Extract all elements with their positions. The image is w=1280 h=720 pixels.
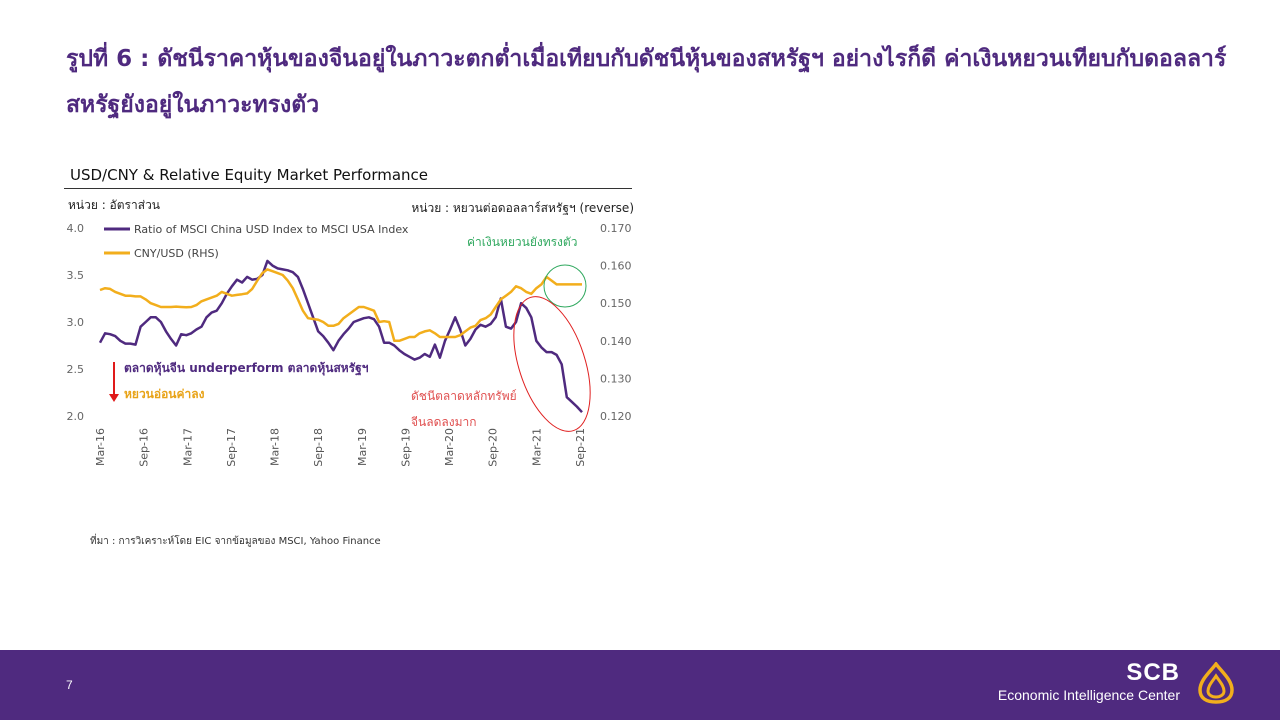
x-tick-label: Mar-20 bbox=[443, 428, 456, 466]
left-tick-label: 3.0 bbox=[67, 316, 85, 329]
scb-logo-icon bbox=[1198, 662, 1234, 704]
down-arrow-icon bbox=[109, 394, 119, 402]
slide-title: รูปที่ 6 : ดัชนีราคาหุ้นของจีนอยู่ในภาวะ… bbox=[66, 46, 1227, 118]
decline-ellipse bbox=[513, 296, 591, 432]
right-tick-label: 0.120 bbox=[600, 410, 632, 423]
x-tick-label: Sep-18 bbox=[312, 428, 325, 467]
left-tick-label: 2.5 bbox=[67, 363, 85, 376]
right-tick-label: 0.170 bbox=[600, 222, 632, 235]
chart-title: USD/CNY & Relative Equity Market Perform… bbox=[70, 166, 429, 184]
footer-bar: 7 SCB Economic Intelligence Center bbox=[0, 650, 1280, 720]
annotation-yuan-stable: ค่าเงินหยวนยังทรงตัว bbox=[467, 235, 577, 249]
x-tick-label: Sep-20 bbox=[487, 428, 500, 467]
ratio-series-line bbox=[98, 259, 583, 414]
annotation-red-2: จีนลดลงมาก bbox=[411, 415, 477, 429]
annotation-purple: ตลาดหุ้นจีน underperform ตลาดหุ้นสหรัฐฯ bbox=[124, 361, 369, 376]
chart: 4.0 3.5 3.0 2.5 2.0 0.170 0.160 0.150 0.140 0.13… bbox=[67, 222, 632, 467]
x-tick-label: Sep-17 bbox=[225, 428, 238, 467]
x-tick-label: Sep-19 bbox=[399, 428, 412, 467]
brand-name: SCB bbox=[1126, 659, 1180, 686]
right-tick-label: 0.130 bbox=[600, 372, 632, 385]
right-axis-ticks: 0.170 0.160 0.150 0.140 0.130 0.120 bbox=[600, 222, 632, 423]
left-tick-label: 4.0 bbox=[67, 222, 85, 235]
brand-block: SCB Economic Intelligence Center bbox=[998, 660, 1180, 704]
left-tick-label: 2.0 bbox=[67, 410, 85, 423]
x-axis-ticks: Mar-16 Sep-16 Mar-17 Sep-17 Mar-18 Sep-18 Mar-… bbox=[94, 428, 587, 467]
right-axis-unit: หน่วย : หยวนต่อดอลลาร์สหรัฐฯ (reverse) bbox=[411, 201, 634, 215]
x-tick-label: Mar-16 bbox=[94, 428, 107, 466]
series-layer bbox=[98, 259, 583, 414]
x-tick-label: Mar-19 bbox=[356, 428, 369, 466]
cny-series-line bbox=[99, 268, 582, 343]
stable-yuan-circle bbox=[543, 264, 587, 308]
x-tick-label: Mar-21 bbox=[530, 428, 543, 466]
left-tick-label: 3.5 bbox=[67, 269, 85, 282]
legend-label-ratio: Ratio of MSCI China USD Index to MSCI US… bbox=[134, 223, 409, 236]
x-tick-label: Sep-16 bbox=[138, 428, 151, 467]
x-tick-label: Mar-18 bbox=[269, 428, 282, 466]
brand-subtitle: Economic Intelligence Center bbox=[997, 687, 1180, 703]
right-tick-label: 0.150 bbox=[600, 297, 632, 310]
annotation-yellow: หยวนอ่อนค่าลง bbox=[124, 387, 205, 401]
left-axis-unit: หน่วย : อัตราส่วน bbox=[68, 198, 161, 212]
x-tick-label: Mar-17 bbox=[181, 428, 194, 466]
annotation-red-1: ดัชนีตลาดหลักทรัพย์ bbox=[411, 389, 517, 403]
left-axis-ticks: 4.0 3.5 3.0 2.5 2.0 bbox=[67, 222, 85, 423]
legend-label-cny: CNY/USD (RHS) bbox=[134, 247, 219, 260]
chart-title-rule bbox=[64, 188, 632, 189]
right-tick-label: 0.160 bbox=[600, 260, 632, 273]
right-tick-label: 0.140 bbox=[600, 335, 632, 348]
x-tick-label: Sep-21 bbox=[574, 428, 587, 467]
source-note: ที่มา : การวิเคราะห์โดย EIC จากข้อมูลของ… bbox=[90, 536, 381, 547]
page-number: 7 bbox=[66, 678, 73, 692]
